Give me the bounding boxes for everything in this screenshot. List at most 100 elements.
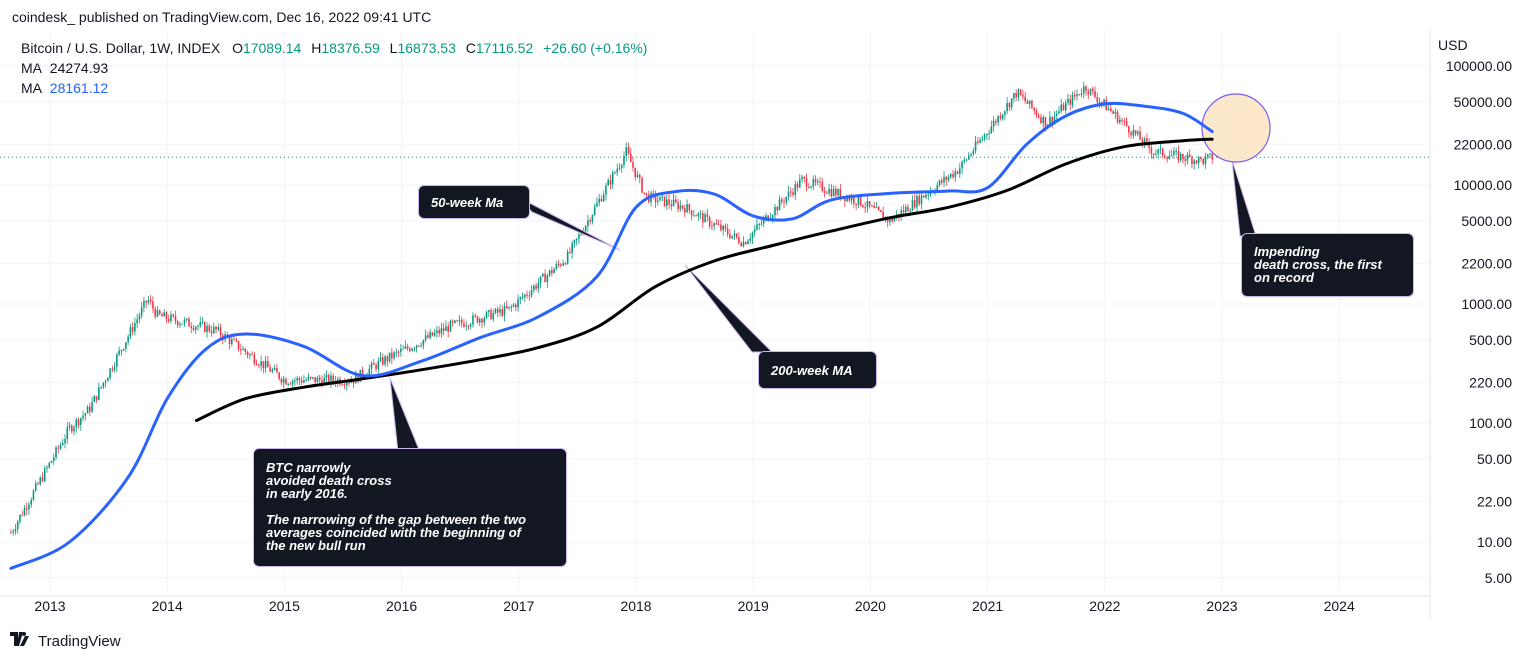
candle-body: [325, 374, 328, 378]
candle-body: [52, 457, 55, 462]
candle-body: [670, 204, 673, 207]
ma200-callout-text: 200-week MA: [771, 363, 853, 378]
candle-body: [172, 314, 175, 316]
candle-body: [1067, 98, 1069, 103]
candle-body: [167, 319, 170, 322]
candle-body: [731, 235, 733, 239]
candle-body: [258, 365, 260, 367]
candle-body: [949, 173, 952, 177]
candle-body: [571, 243, 573, 253]
candle-body: [1112, 111, 1114, 114]
candle-body: [100, 386, 102, 388]
time-axis[interactable]: 2013 2014 2015 2016 2017 2018 2019 2020 2021 2022…: [34, 598, 1355, 614]
candle-body: [215, 326, 217, 330]
candle-body: [95, 395, 98, 400]
candle-body: [303, 380, 305, 383]
ma50-legend[interactable]: MA 28161.12: [21, 80, 108, 96]
candle-body: [1080, 93, 1083, 95]
candle-body: [1206, 154, 1209, 157]
candle-body: [794, 184, 797, 195]
candle-body: [66, 427, 69, 439]
candle-body: [294, 380, 296, 382]
candle-body: [1134, 130, 1137, 134]
death-callout-line-3: on record: [1254, 270, 1314, 285]
symbol-name[interactable]: Bitcoin / U.S. Dollar, 1W, INDEX: [21, 40, 221, 56]
candle-body: [618, 167, 621, 169]
candle-body: [654, 194, 657, 202]
candle-body: [1058, 111, 1060, 114]
candle-body: [424, 335, 427, 341]
candle-body: [420, 345, 422, 347]
candle-body: [774, 207, 776, 216]
candle-body: [438, 330, 440, 334]
candle-body: [1008, 102, 1011, 108]
candle-body: [821, 182, 824, 191]
candle-body: [1137, 131, 1139, 134]
candle-body: [575, 238, 578, 241]
candle-body: [961, 161, 963, 169]
candle-body: [699, 213, 702, 215]
candle-body: [120, 350, 123, 352]
candle-body: [183, 319, 186, 324]
candle-body: [695, 215, 697, 217]
candle-body: [965, 159, 968, 161]
candle-body: [174, 315, 177, 321]
candle-body: [1017, 89, 1020, 98]
candle-body: [1085, 86, 1087, 92]
candle-body: [814, 179, 817, 183]
candle-body: [80, 418, 82, 425]
candle-body: [46, 467, 48, 469]
candle-body: [249, 354, 251, 356]
ma200-legend[interactable]: MA 24274.93: [21, 60, 108, 76]
price-axis[interactable]: 5.00 10.00 22.00 50.00 100.00 220.00 500.00 100…: [1446, 58, 1512, 586]
candle-body: [1143, 138, 1146, 144]
candle-body: [147, 299, 150, 303]
candle-body: [1173, 150, 1175, 155]
price-axis-label: 1000.00: [1461, 296, 1512, 312]
candle-body: [1060, 104, 1063, 112]
candle-body: [332, 375, 335, 381]
candle-body: [693, 215, 695, 217]
candle-body: [551, 270, 553, 274]
candle-body: [1082, 86, 1085, 94]
candle-body: [972, 150, 975, 155]
candle-body: [474, 315, 477, 317]
candle-body: [233, 339, 235, 341]
candle-body: [801, 176, 803, 180]
candle-body: [138, 315, 141, 320]
candle-body: [1123, 120, 1126, 122]
candle-body: [48, 462, 51, 468]
price-axis-label: 22000.00: [1454, 136, 1513, 152]
candle-body: [1087, 91, 1090, 95]
candle-body: [1155, 153, 1157, 155]
candle-body: [409, 348, 411, 351]
candle-body: [273, 368, 276, 370]
candle-body: [179, 323, 181, 326]
candle-body: [702, 213, 704, 223]
btc-callout-line-5: averages coincided with the beginning of: [266, 525, 521, 540]
candle-body: [1177, 150, 1180, 161]
candle-body: [429, 332, 431, 338]
price-axis-label: 220.00: [1469, 374, 1512, 390]
candle-body: [413, 348, 416, 350]
callout-pointers: [389, 159, 1257, 453]
candle-body: [715, 223, 718, 225]
candle-body: [1193, 160, 1196, 165]
candle-body: [1119, 119, 1121, 123]
tradingview-logo[interactable]: TradingView: [10, 632, 121, 650]
symbol-legend[interactable]: Bitcoin / U.S. Dollar, 1W, INDEX O17089.…: [21, 40, 647, 56]
candle-body: [433, 332, 436, 336]
candle-body: [1033, 107, 1035, 111]
candle-body: [607, 180, 610, 186]
candle-body: [406, 346, 409, 349]
candle-body: [436, 330, 438, 333]
candle-body: [1031, 100, 1033, 108]
candle-body: [968, 155, 970, 160]
candle-body: [154, 308, 156, 317]
candle-body: [165, 312, 168, 320]
candle-body: [12, 531, 14, 533]
candle-body: [41, 477, 44, 482]
candle-body: [839, 189, 842, 199]
candle-body: [217, 327, 220, 330]
